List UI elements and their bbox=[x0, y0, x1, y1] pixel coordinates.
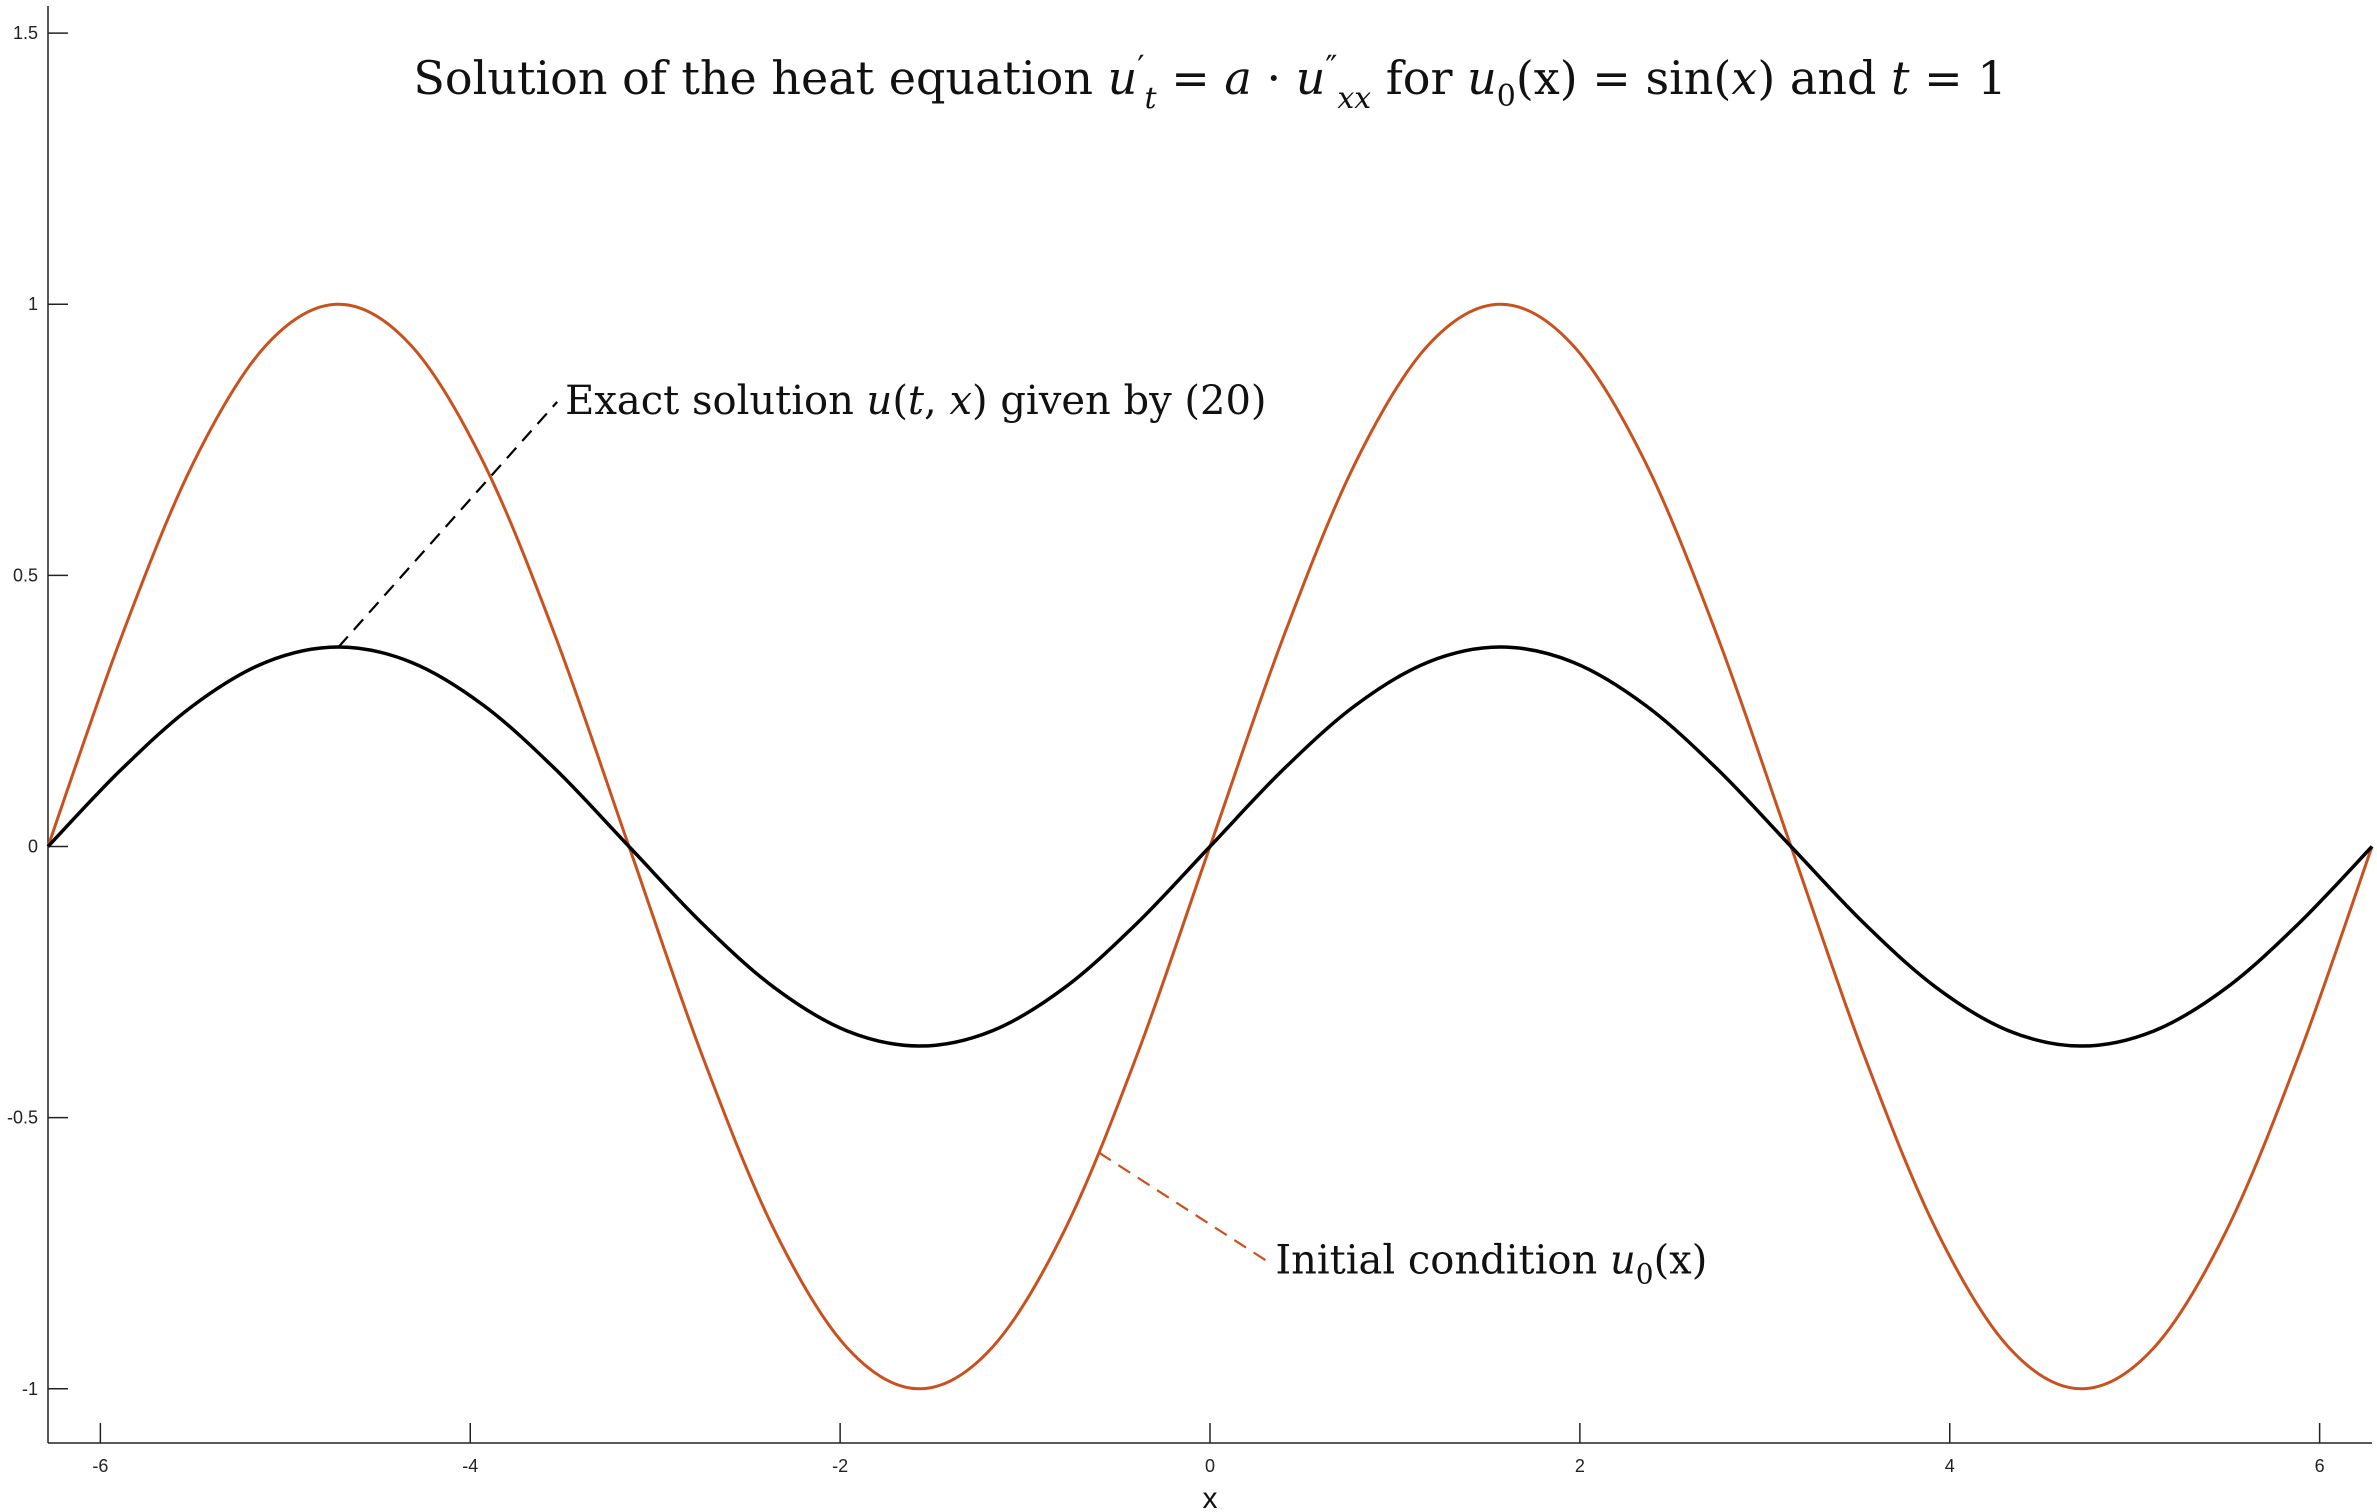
y-tick-label: 1 bbox=[28, 294, 38, 314]
x-axis-label: x bbox=[1203, 1482, 1218, 1512]
x-tick-label: 6 bbox=[2315, 1456, 2325, 1476]
x-axis-ticks: -6 -4 -2 0 2 4 6 bbox=[92, 1423, 2325, 1476]
x-tick-label: 2 bbox=[1575, 1456, 1585, 1476]
x-tick-label: 4 bbox=[1945, 1456, 1955, 1476]
annotation-label-exact: Exact solution u(t, x) given by (20) bbox=[565, 378, 1266, 424]
y-axis-ticks: -1 -0.5 0 0.5 1 1.5 bbox=[7, 23, 68, 1399]
annotation-label-initial: Initial condition u0(x) bbox=[1275, 1237, 1707, 1290]
annotation-leader-exact bbox=[337, 401, 558, 648]
y-tick-label: 0 bbox=[28, 837, 38, 857]
series-line-exact-solution bbox=[46, 645, 2374, 1048]
annotation-leader-initial bbox=[1098, 1151, 1268, 1263]
y-tick-label: 0.5 bbox=[13, 565, 38, 585]
x-tick-label: -2 bbox=[832, 1456, 848, 1476]
y-tick-label: -1 bbox=[22, 1379, 38, 1399]
chart-title: Solution of the heat equation u′t = a · … bbox=[413, 48, 2006, 116]
x-tick-label: -6 bbox=[92, 1456, 108, 1476]
y-tick-label: -0.5 bbox=[7, 1108, 38, 1128]
x-tick-label: 0 bbox=[1205, 1456, 1215, 1476]
x-tick-label: -4 bbox=[462, 1456, 478, 1476]
y-tick-label: 1.5 bbox=[13, 23, 38, 43]
